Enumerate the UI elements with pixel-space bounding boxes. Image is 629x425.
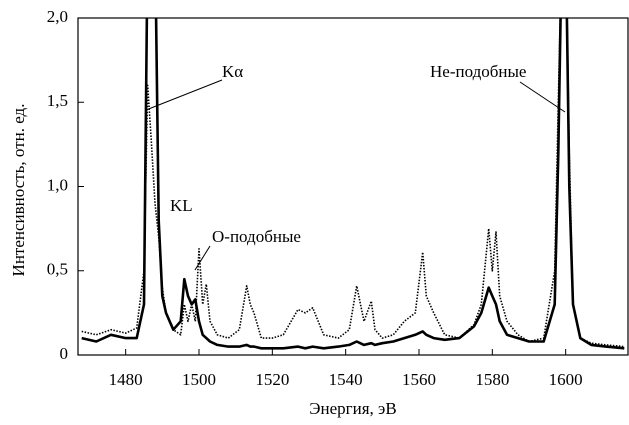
x-tick-label: 1500: [182, 370, 216, 389]
y-axis-label: Интенсивность, отн. ед.: [9, 104, 28, 277]
lines: [81, 18, 625, 350]
annotation: О-подобные: [212, 227, 301, 246]
leader-line: [194, 245, 211, 271]
x-tick-label: 1520: [255, 370, 289, 389]
y-tick-label: 2,0: [47, 7, 68, 26]
leader-line: [519, 81, 566, 113]
y-tick-label: 1,5: [47, 91, 68, 110]
x-tick-label: 1580: [475, 370, 509, 389]
x-tick-label: 1480: [109, 370, 143, 389]
y-tick-label: 0,5: [47, 260, 68, 279]
series-line: [81, 18, 625, 350]
x-tick-label: 1540: [329, 370, 363, 389]
annotation: Kα: [222, 62, 243, 81]
leader-line: [145, 79, 223, 111]
y-tick-label: 1,0: [47, 175, 68, 194]
x-axis-label: Энергия, эВ: [309, 399, 396, 418]
annotation: KL: [170, 196, 193, 215]
annotation: Не-подобные: [430, 62, 526, 81]
x-tick-label: 1560: [402, 370, 436, 389]
y-tick-label: 0: [60, 344, 69, 363]
series-line: [81, 18, 625, 348]
x-tick-label: 1600: [549, 370, 583, 389]
